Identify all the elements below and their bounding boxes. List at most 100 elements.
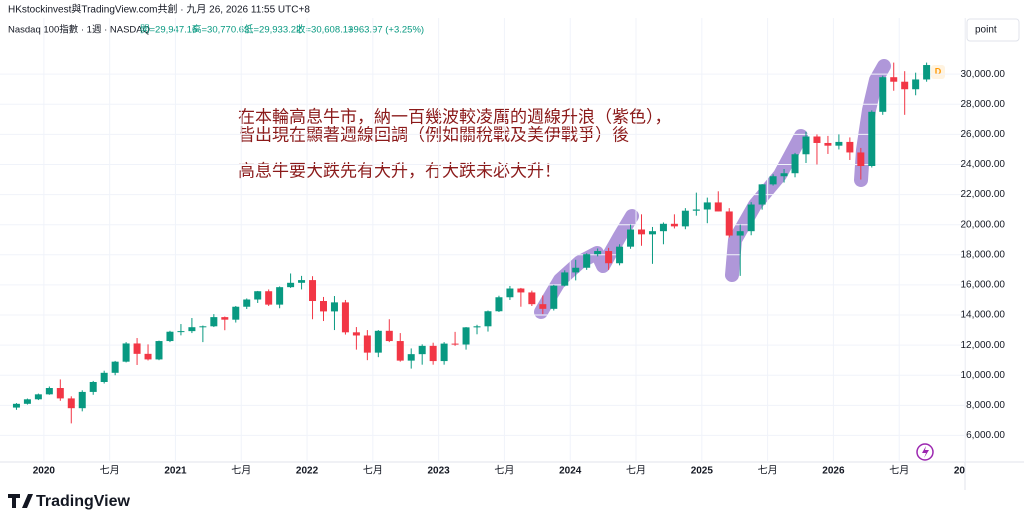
candle-body: [879, 77, 887, 112]
candle-body: [232, 306, 240, 320]
candle-body: [616, 246, 624, 264]
candle-body: [648, 231, 656, 235]
symbol: Nasdaq 100指數 · 1週 · NASDAQ: [8, 24, 150, 36]
candle-body: [605, 251, 613, 264]
ohlc-open: 開=29,947.16: [140, 25, 197, 36]
y-tick-label: 26,000.00: [961, 129, 1006, 140]
candle-body: [594, 251, 602, 255]
candle-body: [199, 326, 207, 328]
y-tick-label: 20,000.00: [961, 219, 1006, 230]
candle-body: [177, 331, 185, 333]
candles: [12, 62, 931, 424]
candle-body: [254, 291, 262, 300]
x-tick-label: 2020: [33, 466, 56, 477]
candle-body: [155, 341, 163, 360]
candle-body: [736, 231, 744, 236]
candle-body: [67, 398, 75, 409]
candle-body: [221, 317, 229, 320]
candle-body: [681, 210, 689, 227]
candle-body: [210, 317, 218, 327]
logo-mark: [8, 494, 33, 508]
y-tick-label: 10,000.00: [961, 370, 1006, 381]
scale-button[interactable]: [966, 18, 1020, 42]
y-tick-label: 18,000.00: [961, 249, 1006, 260]
candle-body: [769, 176, 777, 185]
candle-body: [12, 403, 20, 408]
candle-body: [670, 223, 678, 227]
y-tick-label: 28,000.00: [961, 99, 1006, 110]
candle-body: [363, 335, 371, 353]
candle-body: [451, 343, 459, 345]
candle-body: [747, 204, 755, 232]
candle-body: [824, 142, 832, 146]
candle-body: [144, 353, 152, 360]
candle-body: [495, 297, 503, 312]
candle-body: [188, 327, 196, 332]
lightning-icon[interactable]: [916, 443, 934, 461]
candle-body: [846, 141, 854, 153]
scale-button-label[interactable]: point: [975, 25, 997, 36]
candle-body: [122, 343, 130, 362]
candle-body: [298, 280, 306, 283]
candle-body: [659, 223, 667, 232]
candle-body: [572, 267, 580, 273]
x-tick-label: 2025: [691, 466, 714, 477]
x-tick-label: 2023: [428, 466, 451, 477]
x-ticks: 2020 七月 2021 七月 2022 七月 2023 七月 2024 七月 2025 七月 2026…: [33, 18, 965, 477]
candle-body: [287, 282, 295, 288]
x-tick-label: 七月: [231, 465, 251, 477]
x-tick-label: 七月: [889, 465, 909, 477]
logo: TradingView: [36, 493, 131, 510]
badge: [931, 65, 945, 79]
annotation: 在本輪高息牛市，納一百幾波較凌厲的週線升浪（紫色），: [238, 107, 672, 126]
candle-body: [813, 136, 821, 143]
x-tick-label: 2021: [164, 466, 187, 477]
candle-body: [34, 394, 42, 400]
candle-body: [440, 343, 448, 362]
candle-body: [868, 111, 876, 166]
candle-body: [583, 254, 591, 268]
y-tick-label: 30,000.00: [961, 69, 1006, 80]
candle-body: [506, 288, 514, 298]
candle-body: [791, 154, 799, 174]
y-tick-label: 22,000.00: [961, 189, 1006, 200]
candle-body: [341, 302, 349, 333]
credit: HKstockinvest與TradingView.com共創 · 九月 26,…: [8, 3, 310, 16]
candle-body: [714, 202, 722, 212]
candle-body: [407, 354, 415, 361]
candle-body: [385, 330, 393, 342]
badge-label: D: [935, 66, 942, 76]
candle-body: [484, 311, 492, 327]
ohlc-close: 收=30,608.13: [296, 24, 353, 36]
annotation: 高息牛要大跌先有大升，冇大跌未必大升！: [238, 161, 561, 180]
candle-body: [23, 399, 31, 404]
x-tick-label: 七月: [363, 465, 383, 477]
candle-body: [890, 77, 898, 82]
x-tick-label: 2026: [822, 466, 845, 477]
highlights: [534, 59, 891, 319]
candle-body: [78, 391, 86, 409]
y-tick-label: 16,000.00: [961, 280, 1006, 291]
annotation: 皆出現在顯著週線回調（例如關稅戰及美伊戰爭）後: [238, 125, 629, 144]
candle-body: [374, 330, 382, 353]
candle-body: [923, 65, 931, 80]
candle-body: [473, 326, 481, 328]
lightning-glyph: [922, 446, 929, 458]
candle-body: [780, 173, 788, 177]
candle-body: [561, 272, 569, 286]
candle-body: [429, 345, 437, 362]
candle-body: [319, 301, 327, 312]
candle-body: [111, 361, 119, 373]
y-tick-label: 12,000.00: [961, 340, 1006, 351]
candle-body: [100, 372, 108, 382]
candle-body: [539, 304, 547, 309]
candle-body: [265, 291, 273, 305]
candle-body: [166, 331, 174, 342]
candle-body: [857, 152, 865, 166]
ohlc-high: 高=30,770.63: [192, 24, 249, 36]
candle-body: [912, 79, 920, 90]
y-tick-label: 6,000.00: [966, 430, 1005, 441]
candle-body: [45, 388, 53, 395]
x-tick-label: 七月: [100, 465, 120, 477]
candle-body: [758, 184, 766, 205]
